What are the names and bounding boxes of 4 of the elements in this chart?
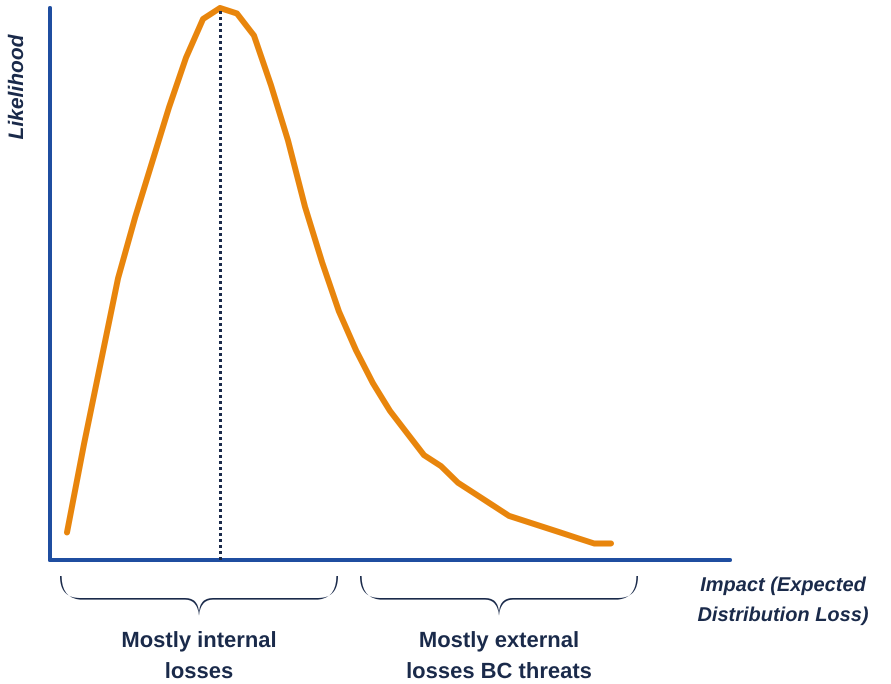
- y-axis-title: Likelihood: [5, 33, 29, 142]
- text: Mostly internal losses: [120, 626, 278, 684]
- text: Mostly external losses BC threats: [405, 626, 593, 684]
- x-axis-title: Impact (Expected Distribution Loss): [696, 573, 870, 628]
